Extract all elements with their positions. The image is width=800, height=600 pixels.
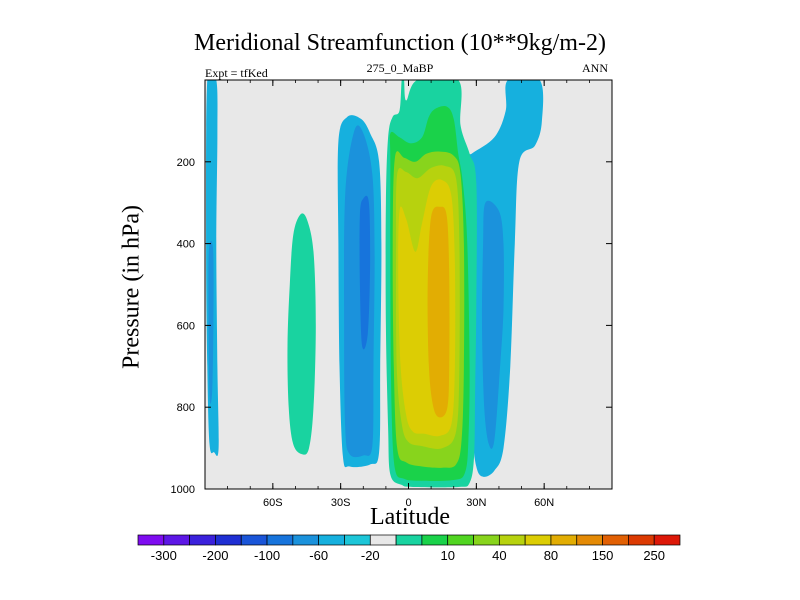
colorbar-swatch [628, 534, 655, 546]
colorbar-swatch [240, 534, 268, 546]
x-tick-label: 30N [466, 497, 486, 509]
contour-far-sh-core [208, 240, 214, 404]
colorbar-swatch [498, 534, 526, 546]
colorbar-swatch [550, 534, 578, 546]
colorbar-label: -60 [309, 548, 328, 563]
colorbar-label: -100 [254, 548, 280, 563]
colorbar-swatch [653, 534, 681, 546]
colorbar-swatch [344, 534, 371, 546]
colorbar-swatch [447, 534, 474, 546]
colorbar-label: 40 [492, 548, 506, 563]
run-label: 275_0_MaBP [366, 61, 434, 75]
colorbar-swatch [137, 534, 165, 546]
contour-mid-sh-positive [287, 213, 316, 455]
chart-title: Meridional Streamfunction (10**9kg/m-2) [194, 30, 606, 56]
colorbar-label: 80 [544, 548, 558, 563]
colorbar-label: -200 [202, 548, 228, 563]
colorbar-swatch [215, 534, 242, 546]
colorbar-swatch [266, 534, 294, 546]
x-tick-label: 0 [405, 497, 411, 509]
x-axis-label: Latitude [370, 504, 450, 530]
contour-sh-hadley-core [359, 195, 371, 350]
colorbar-swatch [369, 534, 397, 546]
x-tick-label: 60N [534, 497, 554, 509]
contour-fills [206, 80, 544, 488]
colorbar-swatch [292, 534, 320, 546]
colorbar-swatch [576, 534, 603, 546]
colorbar-label: 250 [643, 548, 665, 563]
y-tick-label: 800 [177, 402, 195, 414]
colorbar-swatch [473, 534, 500, 546]
contour-sh-hadley-mid [343, 125, 375, 458]
x-tick-label: 30S [331, 497, 351, 509]
colorbar-swatch [602, 534, 629, 546]
experiment-label: Expt = tfKed [205, 66, 268, 80]
colorbar-label: -20 [361, 548, 380, 563]
colorbar-swatch [421, 534, 449, 546]
colorbar-swatch [318, 534, 345, 546]
y-tick-label: 600 [177, 320, 195, 332]
y-tick-label: 200 [177, 157, 195, 169]
colorbar-swatch [163, 534, 190, 546]
colorbar-swatch [524, 534, 552, 546]
contour-nh-hadley-mid [481, 200, 504, 449]
colorbar-label: 150 [592, 548, 614, 563]
colorbar-label: 10 [440, 548, 454, 563]
contour-eq-core [427, 206, 450, 418]
season-label: ANN [582, 61, 608, 75]
colorbar-label: -300 [151, 548, 177, 563]
y-tick-label: 1000 [171, 484, 195, 496]
colorbar-swatch [395, 534, 423, 546]
x-tick-label: 60S [263, 497, 283, 509]
colorbar-swatch [189, 534, 216, 546]
y-tick-label: 400 [177, 239, 195, 251]
